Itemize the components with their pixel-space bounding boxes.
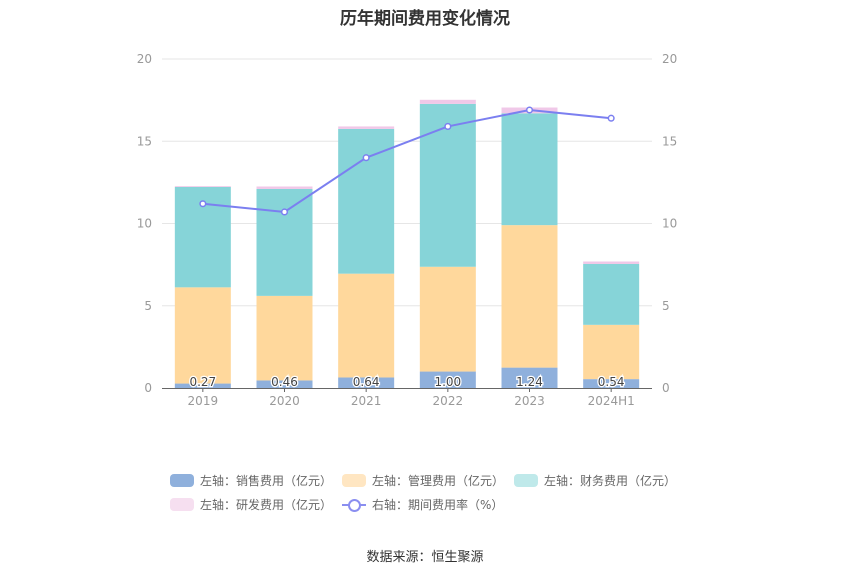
- legend-item-finance[interactable]: 左轴：财务费用（亿元）: [514, 472, 676, 489]
- right-y-tick-label: 10: [662, 217, 677, 231]
- bar-data-label: 1.24: [516, 375, 543, 389]
- legend-label-finance: 左轴：财务费用（亿元）: [544, 474, 677, 488]
- legend-swatch-admin: [342, 474, 366, 487]
- legend-label-admin: 左轴：管理费用（亿元）: [372, 474, 505, 488]
- bar-segment: [338, 377, 395, 388]
- right-y-tick-label: 20: [662, 52, 677, 66]
- right-y-tick-label: 15: [662, 134, 677, 148]
- legend-swatch-expense-rate: [342, 498, 366, 512]
- bar-segment: [419, 103, 476, 267]
- expense-rate-point: [199, 200, 207, 208]
- legend-item-rnd[interactable]: 左轴：研发费用（亿元）: [170, 496, 332, 513]
- left-y-tick-label: 0: [144, 381, 152, 395]
- legend-item-expense-rate[interactable]: 右轴：期间费用率（%）: [342, 496, 503, 513]
- grid-lines: [162, 58, 652, 307]
- expense-rate-point: [525, 106, 534, 114]
- bar-segment: [583, 263, 640, 325]
- data-source: 数据来源：恒生聚源: [366, 550, 484, 565]
- bar-data-label: 0.46: [271, 375, 298, 389]
- bar-data-label: 1.00: [434, 375, 461, 389]
- bar-segment: [256, 186, 313, 189]
- legend-item-sales[interactable]: 左轴：销售费用（亿元）: [170, 472, 332, 489]
- x-axis: 2019 2020 2021 2022 2023 2024H1: [162, 388, 652, 408]
- expense-rate-point: [607, 114, 615, 122]
- bar-segment: [501, 113, 558, 226]
- bar-series: [174, 99, 640, 388]
- bar-segment: [174, 287, 231, 384]
- legend-label-expense-rate: 右轴：期间费用率（%）: [372, 498, 504, 512]
- bar-segment: [338, 273, 395, 378]
- legend-label-sales: 左轴：销售费用（亿元）: [200, 474, 333, 488]
- legend-swatch-finance: [514, 474, 538, 487]
- bar-segment: [419, 99, 476, 104]
- bar-segment: [419, 371, 476, 388]
- bar-segment: [174, 186, 231, 187]
- right-y-tick-label: 0: [662, 381, 670, 395]
- right-y-tick-label: 5: [662, 299, 670, 313]
- bar-segment: [583, 324, 640, 380]
- left-y-tick-label: 20: [137, 52, 152, 66]
- legend-swatch-rnd: [170, 498, 194, 511]
- bar-data-labels: 0.27 0.46 0.64 1.00 1.24 0.54: [188, 374, 626, 391]
- bar-segment: [583, 261, 640, 264]
- left-y-tick-label: 10: [137, 217, 152, 231]
- bar-segment: [256, 188, 313, 296]
- expense-rate-line: [202, 108, 612, 214]
- left-y-tick-label: 15: [137, 134, 152, 148]
- legend-label-rnd: 左轴：研发费用（亿元）: [200, 498, 333, 512]
- bar-data-label: 0.54: [598, 375, 625, 389]
- bar-segment: [338, 126, 395, 129]
- x-tick-label: 2021: [351, 394, 382, 408]
- bar-segment: [501, 225, 558, 368]
- expense-rate-point: [362, 154, 370, 162]
- bar-segment: [501, 367, 558, 388]
- expense-rate-point: [280, 208, 289, 216]
- bar-segment: [256, 295, 313, 381]
- x-tick-label: 2024H1: [588, 394, 635, 408]
- left-y-tick-label: 5: [144, 299, 152, 313]
- line-series: [199, 106, 615, 216]
- bar-segment: [174, 383, 231, 388]
- bar-data-label: 0.27: [189, 375, 216, 389]
- x-tick-label: 2023: [514, 394, 545, 408]
- x-tick-label: 2020: [269, 394, 300, 408]
- legend-item-admin[interactable]: 左轴：管理费用（亿元）: [342, 472, 504, 489]
- bar-segment: [583, 379, 640, 388]
- chart-title: 历年期间费用变化情况: [340, 9, 510, 29]
- x-tick-label: 2022: [433, 394, 464, 408]
- left-y-axis: 0 5 10 15 20: [137, 52, 152, 395]
- bar-segment: [338, 128, 395, 274]
- right-y-axis: 0 5 10 15 20: [662, 52, 677, 395]
- bar-segment: [256, 380, 313, 388]
- x-tick-label: 2019: [188, 394, 219, 408]
- expense-rate-point: [444, 122, 452, 130]
- bar-segment: [419, 266, 476, 372]
- bar-data-label: 0.64: [353, 375, 380, 389]
- legend-swatch-sales: [170, 474, 194, 487]
